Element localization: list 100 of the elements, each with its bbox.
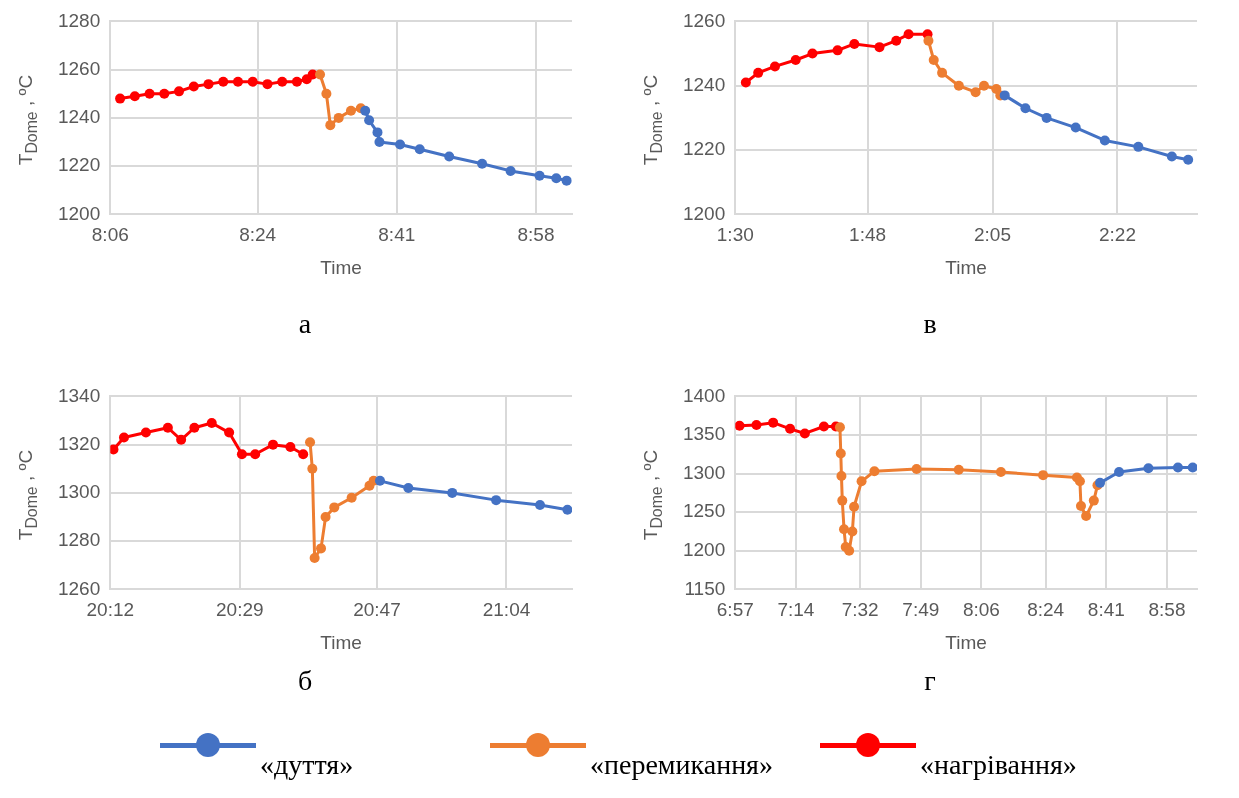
point xyxy=(250,449,261,460)
point xyxy=(849,38,860,49)
point xyxy=(218,76,229,87)
point xyxy=(832,45,843,56)
point xyxy=(937,67,948,78)
point xyxy=(769,61,780,72)
point xyxy=(403,483,414,494)
point xyxy=(1074,476,1085,487)
point xyxy=(129,91,140,102)
x-tick-label: 7:49 xyxy=(902,599,940,621)
point xyxy=(203,79,214,90)
point xyxy=(978,80,989,91)
legend-label: «дуття» xyxy=(260,749,354,781)
point xyxy=(551,173,562,184)
x-tick-label: 8:24 xyxy=(1027,599,1065,621)
point xyxy=(1187,462,1197,473)
x-tick-label: 8:41 xyxy=(1087,599,1125,621)
point xyxy=(1166,151,1177,162)
point xyxy=(751,419,762,430)
y-tick-label: 1400 xyxy=(682,384,726,406)
point xyxy=(834,422,845,433)
point xyxy=(189,422,200,433)
point xyxy=(818,421,829,432)
point xyxy=(414,144,425,155)
point xyxy=(345,105,356,116)
y-tick-label: 1280 xyxy=(57,529,101,551)
x-axis-title: Time xyxy=(320,256,362,278)
point xyxy=(333,112,344,123)
y-tick-label: 1260 xyxy=(57,57,101,79)
point xyxy=(753,67,764,78)
point xyxy=(953,464,964,475)
point xyxy=(262,79,273,90)
point xyxy=(891,35,902,46)
point xyxy=(307,463,318,474)
point xyxy=(1075,501,1086,512)
point xyxy=(839,524,850,535)
y-tick-label: 1200 xyxy=(682,539,726,561)
x-tick-label: 6:57 xyxy=(716,599,754,621)
point xyxy=(395,139,406,150)
point xyxy=(316,543,327,554)
y-tick-label: 1280 xyxy=(57,9,101,31)
point xyxy=(1114,467,1125,478)
point xyxy=(911,463,922,474)
y-tick-label: 1350 xyxy=(682,423,726,445)
x-tick-label: 1:48 xyxy=(849,224,887,246)
point xyxy=(903,29,914,40)
point xyxy=(740,77,751,88)
point xyxy=(847,526,858,537)
point xyxy=(325,120,336,131)
point xyxy=(321,88,332,99)
y-tick-label: 1150 xyxy=(684,577,726,599)
x-tick-label: 7:14 xyxy=(777,599,815,621)
point xyxy=(1070,122,1081,133)
x-tick-label: 20:29 xyxy=(216,599,264,621)
point xyxy=(305,437,316,448)
point xyxy=(849,501,860,512)
point xyxy=(268,439,279,450)
point xyxy=(1133,141,1144,152)
x-tick-label: 7:32 xyxy=(841,599,879,621)
legend-label: «перемикання» xyxy=(590,749,773,781)
text: а xyxy=(297,308,313,340)
x-tick-label: 21:04 xyxy=(482,599,531,621)
point xyxy=(1041,112,1052,123)
point xyxy=(505,165,516,176)
point xyxy=(447,487,458,498)
point xyxy=(491,495,502,506)
point xyxy=(329,502,340,513)
point xyxy=(291,76,302,87)
point xyxy=(1088,495,1099,506)
y-tick-label: 1200 xyxy=(682,202,726,224)
point xyxy=(374,475,385,486)
x-axis-title: Time xyxy=(945,256,987,278)
x-tick-label: 8:06 xyxy=(962,599,1000,621)
point xyxy=(115,93,126,104)
point xyxy=(360,105,371,116)
y-tick-label: 1240 xyxy=(682,73,726,95)
point xyxy=(176,434,187,445)
point xyxy=(1099,135,1110,146)
x-tick-label: 2:22 xyxy=(1098,224,1136,246)
x-tick-label: 8:41 xyxy=(378,224,416,246)
y-tick-label: 1300 xyxy=(57,481,101,503)
point xyxy=(236,449,247,460)
x-tick-label: 8:24 xyxy=(239,224,277,246)
y-tick-label: 1200 xyxy=(57,202,101,224)
point xyxy=(1143,463,1154,474)
point xyxy=(247,76,258,87)
x-tick-label: 20:47 xyxy=(353,599,401,621)
point xyxy=(869,466,880,477)
x-tick-label: 1:30 xyxy=(716,224,754,246)
point xyxy=(118,432,129,443)
point xyxy=(364,115,375,126)
point xyxy=(562,504,572,515)
text: в xyxy=(922,308,938,340)
point xyxy=(110,444,119,455)
text: б xyxy=(296,665,314,697)
point xyxy=(735,420,745,431)
point xyxy=(320,512,331,523)
point xyxy=(174,86,185,97)
x-tick-label: 8:58 xyxy=(1148,599,1186,621)
point xyxy=(298,449,309,460)
